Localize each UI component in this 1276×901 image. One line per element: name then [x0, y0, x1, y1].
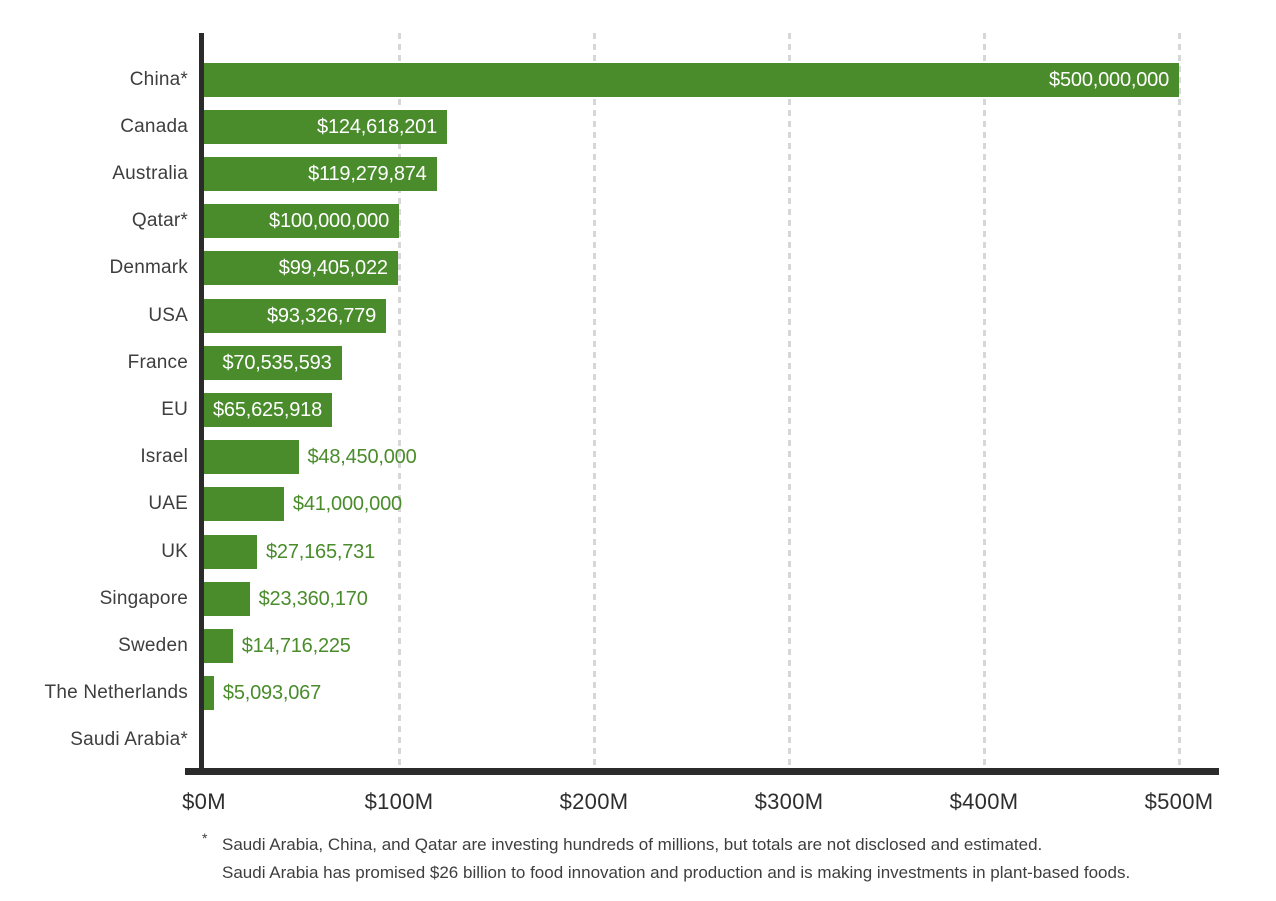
value-label: $93,326,779 — [266, 304, 376, 327]
bar — [204, 581, 250, 616]
gridline — [592, 33, 596, 768]
category-label: The Netherlands — [44, 682, 188, 704]
y-axis-line — [199, 33, 204, 768]
bar: $100,000,000 — [204, 204, 399, 239]
value-label: $48,450,000 — [307, 446, 417, 469]
bar-row: Singapore $23,360,170 — [0, 581, 1276, 616]
bar: $65,625,918 — [204, 392, 332, 427]
category-label: UK — [161, 540, 188, 562]
gridline — [787, 33, 791, 768]
category-label: Canada — [120, 115, 188, 137]
category-label: Australia — [112, 162, 188, 184]
bar-row: Saudi Arabia* — [0, 723, 1276, 757]
footnote-line-2: Saudi Arabia has promised $26 billion to… — [222, 863, 1131, 882]
bar — [204, 628, 233, 663]
value-label: $119,279,874 — [308, 162, 427, 185]
category-label: Saudi Arabia* — [70, 729, 188, 751]
bar-row: Australia $119,279,874 — [0, 156, 1276, 191]
gridline — [982, 33, 986, 768]
x-tick-label: $300M — [754, 789, 824, 814]
bar-row: France $70,535,593 — [0, 345, 1276, 380]
x-tick-label: $0M — [182, 789, 226, 814]
x-tick-label: $200M — [559, 789, 629, 814]
value-label: $27,165,731 — [266, 540, 376, 563]
bar — [204, 487, 284, 522]
bar: $93,326,779 — [204, 298, 386, 333]
bar-row: UAE $41,000,000 — [0, 487, 1276, 522]
bar-row: USA $93,326,779 — [0, 298, 1276, 333]
bar-row: UK $27,165,731 — [0, 534, 1276, 569]
footnote-asterisk: * — [202, 830, 208, 846]
value-label: $5,093,067 — [222, 682, 321, 705]
bar: $500,000,000 — [204, 62, 1179, 97]
bar-row: Qatar* $100,000,000 — [0, 204, 1276, 239]
gridline — [1177, 33, 1181, 768]
footnote: Saudi Arabia, China, and Qatar are inves… — [222, 831, 1130, 887]
bar — [204, 534, 257, 569]
bar-row: EU $65,625,918 — [0, 392, 1276, 427]
bar-row: The Netherlands $5,093,067 — [0, 676, 1276, 711]
value-label: $100,000,000 — [269, 210, 389, 233]
x-tick-label: $500M — [1144, 789, 1214, 814]
value-label: $500,000,000 — [1049, 68, 1169, 91]
category-label: France — [127, 351, 188, 373]
category-label: China* — [129, 68, 188, 90]
value-label: $23,360,170 — [258, 587, 368, 610]
value-label: $41,000,000 — [292, 493, 402, 516]
bar — [204, 676, 214, 711]
bar-row: China* $500,000,000 — [0, 62, 1276, 97]
bar-row: Sweden $14,716,225 — [0, 628, 1276, 663]
bar: $124,618,201 — [204, 109, 447, 144]
bar-row: Israel $48,450,000 — [0, 440, 1276, 475]
bar: $119,279,874 — [204, 156, 437, 191]
category-label: EU — [161, 398, 188, 420]
bar — [204, 440, 299, 475]
value-label: $99,405,022 — [278, 257, 388, 280]
x-tick-label: $100M — [364, 789, 434, 814]
category-label: Singapore — [99, 587, 188, 609]
bar-row: Canada $124,618,201 — [0, 109, 1276, 144]
category-label: Israel — [140, 446, 188, 468]
value-label: $70,535,593 — [222, 351, 332, 374]
x-tick-label: $400M — [949, 789, 1019, 814]
value-label: $14,716,225 — [241, 634, 351, 657]
value-label: $65,625,918 — [212, 398, 322, 421]
bar: $70,535,593 — [204, 345, 342, 380]
gridline — [397, 33, 401, 768]
bar-row: Denmark $99,405,022 — [0, 251, 1276, 286]
footnote-line-1: Saudi Arabia, China, and Qatar are inves… — [222, 835, 1043, 854]
category-label: UAE — [148, 493, 188, 515]
category-label: USA — [148, 304, 188, 326]
category-label: Sweden — [118, 634, 188, 656]
category-label: Qatar* — [131, 210, 188, 232]
value-label: $124,618,201 — [317, 115, 437, 138]
x-axis-line — [185, 768, 1219, 775]
bar: $99,405,022 — [204, 251, 398, 286]
category-label: Denmark — [109, 257, 188, 279]
